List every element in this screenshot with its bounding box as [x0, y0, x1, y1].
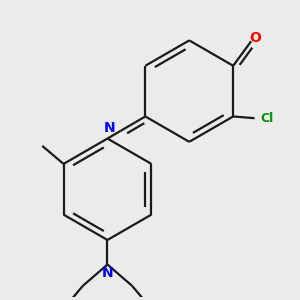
- Text: N: N: [102, 266, 113, 280]
- Text: N: N: [103, 121, 115, 134]
- Text: Cl: Cl: [261, 112, 274, 124]
- Text: O: O: [249, 31, 261, 45]
